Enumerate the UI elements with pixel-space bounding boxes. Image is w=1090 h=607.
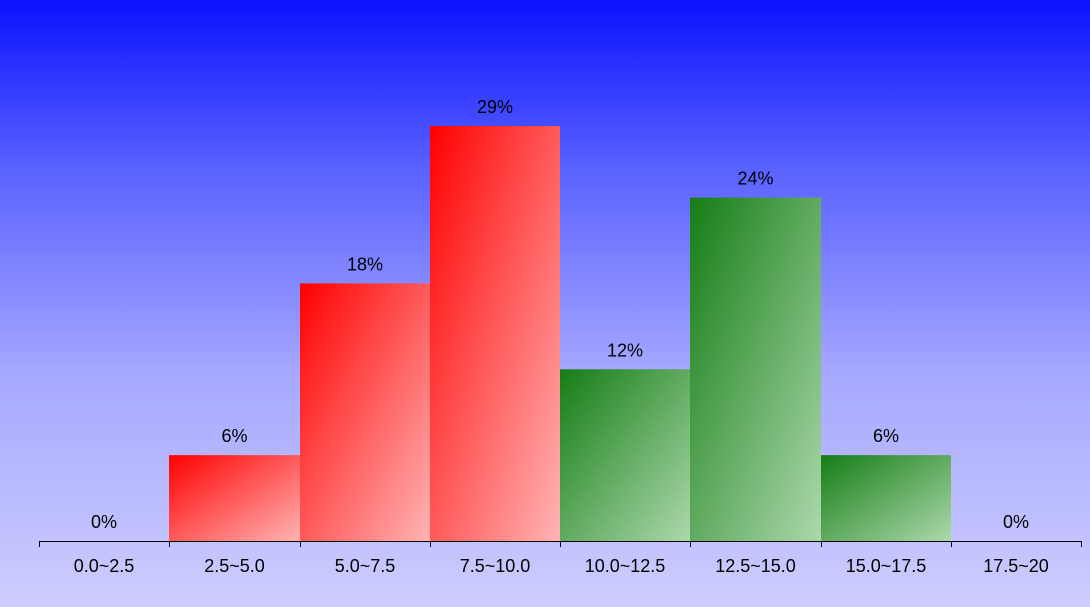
category-label: 17.5~20 [983, 556, 1049, 576]
value-label: 18% [347, 254, 383, 274]
value-label: 24% [737, 169, 773, 189]
category-label: 10.0~12.5 [585, 556, 666, 576]
bar-10.0~12.5 [560, 369, 690, 541]
category-label: 0.0~2.5 [74, 556, 135, 576]
value-label: 0% [1003, 512, 1029, 532]
value-label: 12% [607, 340, 643, 360]
value-label: 29% [477, 97, 513, 117]
labels-group: 0% 0.0~2.5 6% 2.5~5.0 18% 5.0~7.5 29% 7.5~10.0 1… [74, 97, 1049, 576]
value-label: 6% [221, 426, 247, 446]
bar-15.0~17.5 [821, 455, 951, 541]
bar-12.5~15.0 [690, 197, 821, 541]
category-label: 15.0~17.5 [846, 556, 927, 576]
category-label: 2.5~5.0 [204, 556, 265, 576]
bar-5.0~7.5 [300, 283, 430, 541]
category-label: 5.0~7.5 [335, 556, 396, 576]
category-label: 7.5~10.0 [460, 556, 531, 576]
bar-2.5~5.0 [169, 455, 300, 541]
bars-group [169, 126, 951, 541]
x-axis [39, 541, 1082, 547]
bar-7.5~10.0 [430, 126, 560, 541]
value-label: 6% [873, 426, 899, 446]
category-label: 12.5~15.0 [715, 556, 796, 576]
value-label: 0% [91, 512, 117, 532]
